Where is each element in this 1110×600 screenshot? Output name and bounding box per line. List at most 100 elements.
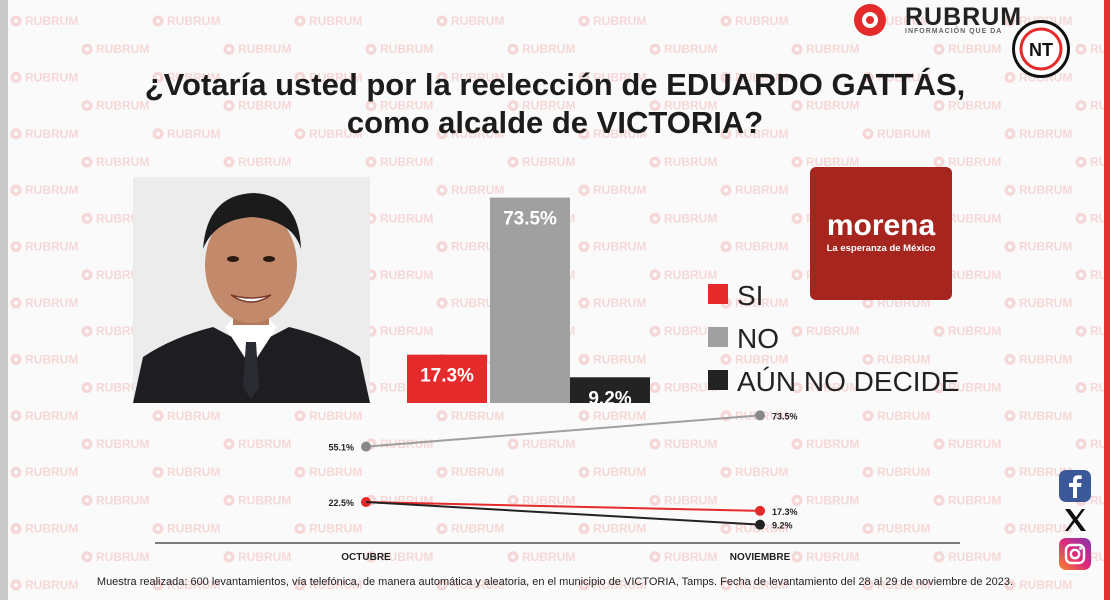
trend-point-label: 55.1% [328,443,354,453]
watermark-text: RUBRUM [380,155,433,169]
watermark-text: RUBRUM [948,550,1001,564]
watermark-mark: RUBRUM [223,493,291,507]
watermark-mark: RUBRUM [294,578,362,592]
watermark-text: RUBRUM [522,42,575,56]
watermark-text: RUBRUM [664,99,717,113]
candidate-portrait-icon [133,177,370,403]
trend-point-label: 17.3% [772,507,798,517]
brand-name: RUBRUM [905,3,1023,31]
watermark-text: RUBRUM [309,127,362,141]
watermark-text: RUBRUM [167,465,220,479]
watermark-mark: RUBRUM [10,70,78,84]
watermark-mark: RUBRUM [436,465,504,479]
watermark-mark: RUBRUM [294,409,362,423]
watermark-mark: RUBRUM [791,324,859,338]
watermark-text: RUBRUM [167,127,220,141]
watermark-text: RUBRUM [380,324,433,338]
watermark-text: RUBRUM [948,211,1001,225]
party-slogan: La esperanza de México [826,243,936,254]
watermark-mark: RUBRUM [578,127,646,141]
right-border [1104,0,1110,600]
brand-tagline: INFORMACIÓN QUE DA [905,28,1003,35]
watermark-text: RUBRUM [735,14,788,28]
watermark-mark: RUBRUM [81,155,149,169]
trend-point-label: 9.2% [772,521,793,531]
watermark-text: RUBRUM [664,493,717,507]
watermark-mark: RUBRUM [933,42,1001,56]
watermark-text: RUBRUM [1019,578,1072,592]
watermark-text: RUBRUM [238,99,291,113]
watermark-text: RUBRUM [96,437,149,451]
watermark-text: RUBRUM [522,550,575,564]
x-icon[interactable] [1059,504,1091,536]
trend-point [755,505,765,516]
page-title: ¿Votaría usted por la reelección de EDUA… [60,66,1050,142]
watermark-text: RUBRUM [593,465,646,479]
watermark-mark: RUBRUM [365,550,433,564]
watermark-text: RUBRUM [309,465,362,479]
watermark-mark: RUBRUM [152,522,220,536]
watermark-mark: RUBRUM [578,183,646,197]
watermark-text: RUBRUM [948,381,1001,395]
watermark-text: RUBRUM [451,14,504,28]
watermark-text: RUBRUM [167,409,220,423]
watermark-text: RUBRUM [380,550,433,564]
watermark-text: RUBRUM [593,578,646,592]
watermark-text: RUBRUM [877,465,930,479]
watermark-text: RUBRUM [522,493,575,507]
watermark-text: RUBRUM [96,99,149,113]
watermark-mark: RUBRUM [649,381,717,395]
watermark-text: RUBRUM [1019,465,1072,479]
party-name: morena [826,209,936,242]
party-logo: morena La esperanza de México [810,167,952,300]
watermark-mark: RUBRUM [10,578,78,592]
watermark-text: RUBRUM [96,155,149,169]
watermark-text: RUBRUM [593,127,646,141]
bar-0 [407,354,487,403]
watermark-text: RUBRUM [593,240,646,254]
watermark-mark: RUBRUM [294,70,362,84]
watermark-text: RUBRUM [593,14,646,28]
trend-series-line [365,501,761,526]
watermark-text: RUBRUM [309,409,362,423]
watermark-mark: RUBRUM [1004,183,1072,197]
watermark-mark: RUBRUM [791,550,859,564]
watermark-mark: RUBRUM [507,155,575,169]
watermark-text: RUBRUM [380,268,433,282]
watermark-text: RUBRUM [25,409,78,423]
watermark-mark: RUBRUM [10,240,78,254]
trend-point [755,519,765,530]
watermark-mark: RUBRUM [720,352,788,366]
watermark-text: RUBRUM [806,99,859,113]
legend-label: SI [737,280,764,311]
watermark-text: RUBRUM [877,522,930,536]
legend-swatch [708,370,728,390]
watermark-text: RUBRUM [167,578,220,592]
watermark-text: RUBRUM [309,578,362,592]
title-line-1: ¿Votaría usted por la reelección de EDUA… [144,67,966,102]
watermark-mark: RUBRUM [294,127,362,141]
watermark-text: RUBRUM [948,99,1001,113]
watermark-text: RUBRUM [948,42,1001,56]
watermark-text: RUBRUM [806,155,859,169]
watermark-mark: RUBRUM [791,493,859,507]
watermark-mark: RUBRUM [720,14,788,28]
watermark-mark: RUBRUM [223,99,291,113]
watermark-text: RUBRUM [451,465,504,479]
watermark-mark: RUBRUM [436,409,504,423]
facebook-icon[interactable] [1059,470,1091,502]
watermark-text: RUBRUM [735,183,788,197]
watermark-text: RUBRUM [238,493,291,507]
watermark-text: RUBRUM [735,240,788,254]
watermark-mark: RUBRUM [436,70,504,84]
watermark-text: RUBRUM [167,14,220,28]
instagram-icon[interactable] [1059,538,1091,570]
watermark-text: RUBRUM [96,42,149,56]
legend-swatch [708,284,728,304]
watermark-mark: RUBRUM [223,550,291,564]
watermark-mark: RUBRUM [649,155,717,169]
watermark-mark: RUBRUM [507,550,575,564]
watermark-mark: RUBRUM [436,522,504,536]
watermark-text: RUBRUM [238,550,291,564]
trend-point [361,497,371,508]
